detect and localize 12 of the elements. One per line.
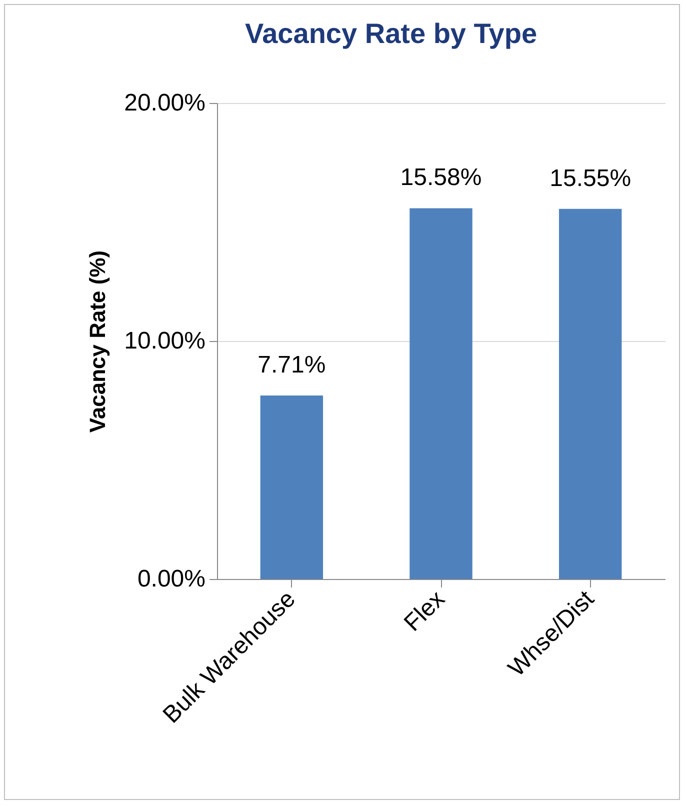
x-tick-label: Flex [399,586,450,637]
bar [558,208,622,579]
y-tick-label: 20.00% [124,90,206,116]
bar [260,396,324,579]
y-tick-label: 10.00% [124,328,206,354]
data-label: 7.71% [258,352,326,378]
y-tick-label: 0.00% [137,566,206,592]
bar [410,208,472,579]
chart-title: Vacancy Rate by Type [244,18,538,49]
data-label: 15.58% [400,164,482,192]
y-axis-title: Vacancy Rate (%) [85,250,110,433]
data-label: 15.55% [550,164,632,192]
